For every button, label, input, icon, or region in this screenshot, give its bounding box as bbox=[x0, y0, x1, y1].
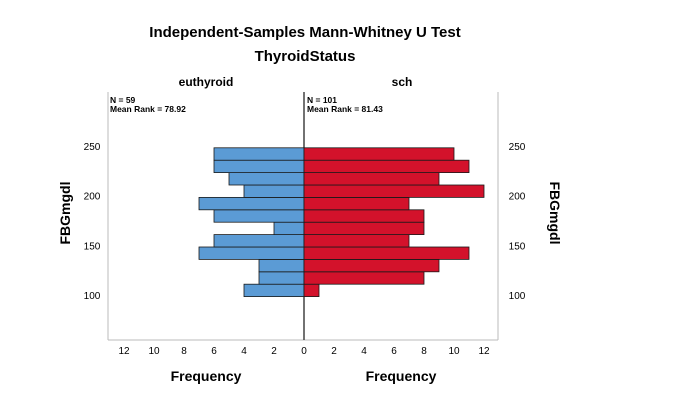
bar-sch bbox=[303, 184, 485, 198]
y-tick-label-right: 250 bbox=[509, 142, 526, 153]
chart-subtitle: ThyroidStatus bbox=[254, 48, 356, 65]
stats-euthyroid: Mean Rank = 78.92 bbox=[110, 104, 186, 114]
bar-sch bbox=[303, 271, 425, 285]
y-tick-label-right: 100 bbox=[509, 291, 526, 302]
bar-sch bbox=[303, 147, 455, 161]
x-tick-label-right: 0 bbox=[301, 346, 307, 357]
x-tick-label-left: 2 bbox=[271, 346, 277, 357]
x-tick-label-left: 8 bbox=[181, 346, 187, 357]
bar-sch bbox=[303, 221, 425, 235]
x-axis-title-right: Frequency bbox=[366, 368, 437, 384]
x-tick-label-left: 10 bbox=[148, 346, 160, 357]
x-tick-label-right: 8 bbox=[421, 346, 427, 357]
bar-euthyroid bbox=[198, 196, 305, 211]
y-tick-label-right: 200 bbox=[509, 192, 526, 203]
bar-euthyroid bbox=[213, 159, 305, 173]
bar-euthyroid bbox=[213, 147, 305, 161]
x-tick-label-left: 12 bbox=[118, 346, 130, 357]
bar-euthyroid bbox=[213, 209, 305, 223]
x-tick-label-left: 6 bbox=[211, 346, 217, 357]
y-axis-title-right: FBGmgdl bbox=[547, 182, 563, 245]
x-tick-label-right: 2 bbox=[331, 346, 337, 357]
x-tick-label-right: 4 bbox=[361, 346, 367, 357]
y-tick-label-left: 150 bbox=[84, 241, 101, 252]
bar-euthyroid bbox=[228, 172, 305, 186]
bar-euthyroid bbox=[243, 283, 305, 298]
bar-euthyroid bbox=[213, 234, 305, 248]
bar-euthyroid bbox=[258, 258, 305, 273]
x-tick-label-right: 12 bbox=[478, 346, 490, 357]
y-axis-title-left: FBGmgdl bbox=[57, 182, 73, 245]
bar-sch bbox=[303, 246, 470, 260]
x-tick-label-right: 6 bbox=[391, 346, 397, 357]
stats-euthyroid: N = 59 bbox=[110, 95, 136, 105]
stats-sch: Mean Rank = 81.43 bbox=[307, 104, 383, 114]
chart-title: Independent-Samples Mann-Whitney U Test bbox=[149, 24, 461, 41]
panel-label-euthyroid: euthyroid bbox=[179, 75, 234, 89]
bar-euthyroid bbox=[198, 246, 305, 260]
bar-sch bbox=[303, 234, 410, 248]
bar-euthyroid bbox=[243, 184, 305, 198]
x-tick-label-right: 10 bbox=[448, 346, 460, 357]
bar-sch bbox=[303, 172, 440, 186]
bar-sch bbox=[303, 283, 320, 298]
bar-euthyroid bbox=[258, 271, 305, 285]
y-tick-label-left: 250 bbox=[84, 142, 101, 153]
bar-sch bbox=[303, 258, 440, 273]
bar-sch bbox=[303, 159, 470, 173]
y-tick-label-right: 150 bbox=[509, 241, 526, 252]
stats-sch: N = 101 bbox=[307, 95, 337, 105]
x-tick-label-left: 4 bbox=[241, 346, 247, 357]
y-tick-label-left: 100 bbox=[84, 291, 101, 302]
bar-euthyroid bbox=[273, 221, 305, 235]
bar-sch bbox=[303, 196, 410, 211]
bar-sch bbox=[303, 209, 425, 223]
x-axis-title-left: Frequency bbox=[171, 368, 242, 384]
panel-label-sch: sch bbox=[392, 75, 413, 89]
y-tick-label-left: 200 bbox=[84, 192, 101, 203]
